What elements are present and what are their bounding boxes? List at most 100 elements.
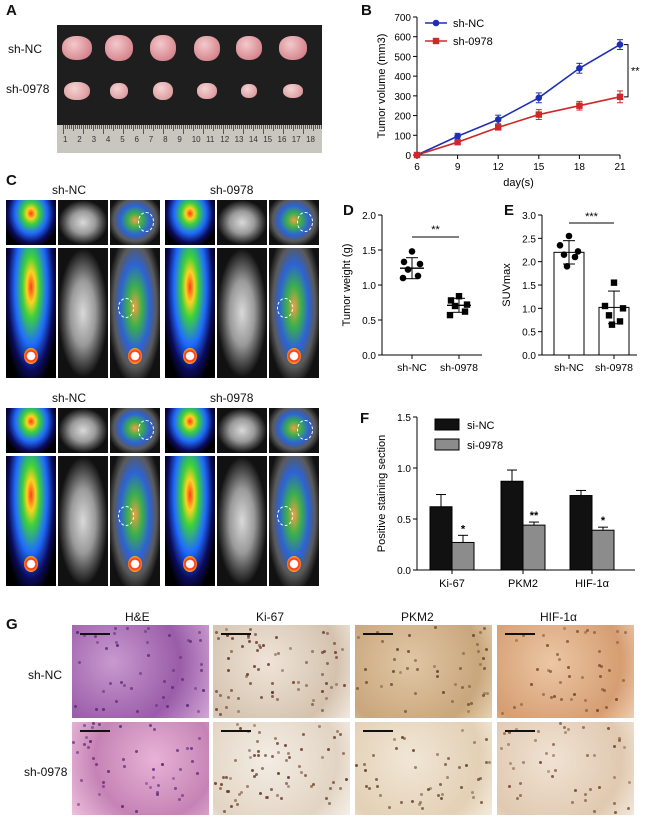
pet-scan xyxy=(165,408,215,453)
cell-nucleus xyxy=(479,630,483,634)
tumor-sh-nc xyxy=(105,35,133,61)
cell-nucleus xyxy=(162,696,166,700)
ruler-tick xyxy=(321,125,322,129)
cell-nucleus xyxy=(89,740,93,744)
cell-nucleus xyxy=(285,781,289,785)
cell-nucleus xyxy=(375,785,379,789)
cell-nucleus xyxy=(247,634,251,638)
cell-nucleus xyxy=(252,753,256,757)
cell-nucleus xyxy=(411,800,415,804)
bladder-hotspot xyxy=(128,556,142,572)
ruler-tick xyxy=(101,125,102,129)
cell-nucleus xyxy=(101,780,105,784)
cell-nucleus xyxy=(536,729,540,733)
cell-nucleus xyxy=(562,626,566,630)
cell-nucleus xyxy=(479,800,483,804)
data-point xyxy=(413,151,421,159)
cell-nucleus xyxy=(324,797,328,801)
ruler-tick xyxy=(245,125,246,129)
y-tick-label: 0.0 xyxy=(397,566,411,577)
cell-nucleus xyxy=(482,667,486,671)
cell-nucleus xyxy=(170,685,174,689)
ruler-tick xyxy=(229,125,230,129)
cell-nucleus xyxy=(239,727,243,731)
y-tick-label: 0.5 xyxy=(397,515,411,526)
ruler-tick xyxy=(307,125,308,129)
ruler-tick xyxy=(291,125,292,129)
cell-nucleus xyxy=(345,778,349,782)
data-point xyxy=(576,64,583,72)
cell-nucleus xyxy=(465,763,469,767)
series-line-sh-0978 xyxy=(416,96,621,156)
cell-nucleus xyxy=(155,703,159,707)
pet-scan xyxy=(165,456,215,586)
cell-nucleus xyxy=(288,755,292,759)
data-point xyxy=(494,116,502,123)
cell-nucleus xyxy=(197,737,201,741)
bar-si-0978 xyxy=(522,524,546,571)
cell-nucleus xyxy=(94,708,98,712)
cell-nucleus xyxy=(500,747,504,751)
ruler-number: 4 xyxy=(105,135,111,144)
cell-nucleus xyxy=(407,649,411,653)
cell-nucleus xyxy=(114,699,118,703)
cell-nucleus xyxy=(310,784,314,788)
cell-nucleus xyxy=(547,770,551,774)
cell-nucleus xyxy=(403,737,407,741)
cell-nucleus xyxy=(542,634,546,638)
x-tick-label: 18 xyxy=(574,162,586,173)
x-tick-label: 21 xyxy=(614,162,626,173)
bar-si-0978 xyxy=(591,529,615,571)
ruler-tick xyxy=(75,125,76,129)
cell-nucleus xyxy=(219,694,223,698)
tumor-roi-circle xyxy=(277,506,293,526)
cell-nucleus xyxy=(310,703,314,707)
cell-nucleus xyxy=(270,682,274,686)
cell-nucleus xyxy=(219,787,223,791)
cell-nucleus xyxy=(244,674,248,678)
cell-nucleus xyxy=(325,662,329,666)
cell-nucleus xyxy=(340,648,344,652)
cell-nucleus xyxy=(186,639,190,643)
significance-mark: ** xyxy=(631,66,640,78)
cell-nucleus xyxy=(414,766,418,770)
cell-nucleus xyxy=(305,661,309,665)
cell-nucleus xyxy=(201,689,205,693)
cell-nucleus xyxy=(375,631,379,635)
cell-nucleus xyxy=(165,705,169,709)
cell-nucleus xyxy=(570,697,574,701)
histology-col-hif1a: HIF-1α xyxy=(540,610,577,624)
cell-nucleus xyxy=(178,767,182,771)
cell-nucleus xyxy=(109,681,113,685)
data-point xyxy=(414,272,422,280)
fused-scan xyxy=(269,200,319,245)
cell-nucleus xyxy=(485,737,489,741)
scale-bar xyxy=(80,730,110,732)
cell-nucleus xyxy=(566,666,570,670)
cell-nucleus xyxy=(432,664,436,668)
cell-nucleus xyxy=(76,750,80,754)
x-tick-label: 15 xyxy=(533,162,545,173)
cell-nucleus xyxy=(622,746,626,750)
ruler-tick xyxy=(205,125,206,129)
significance-bracket xyxy=(624,44,629,98)
cell-nucleus xyxy=(446,757,450,761)
ruler-tick xyxy=(171,125,172,129)
cell-nucleus xyxy=(106,770,110,774)
cell-nucleus xyxy=(482,627,486,631)
cell-nucleus xyxy=(502,732,506,736)
cell-nucleus xyxy=(247,730,251,734)
cell-nucleus xyxy=(199,663,203,667)
tumor-roi-circle xyxy=(138,212,154,232)
tumor-sh-nc xyxy=(62,36,92,60)
cell-nucleus xyxy=(234,798,238,802)
ruler-tick xyxy=(69,125,70,129)
y-tick-label: 1.0 xyxy=(362,281,376,292)
cell-nucleus xyxy=(466,709,470,713)
fused-scan xyxy=(110,248,160,378)
cell-nucleus xyxy=(114,641,118,645)
ruler-tick xyxy=(151,125,152,129)
cell-nucleus xyxy=(392,670,396,674)
cell-nucleus xyxy=(394,747,398,751)
cell-nucleus xyxy=(551,742,555,746)
